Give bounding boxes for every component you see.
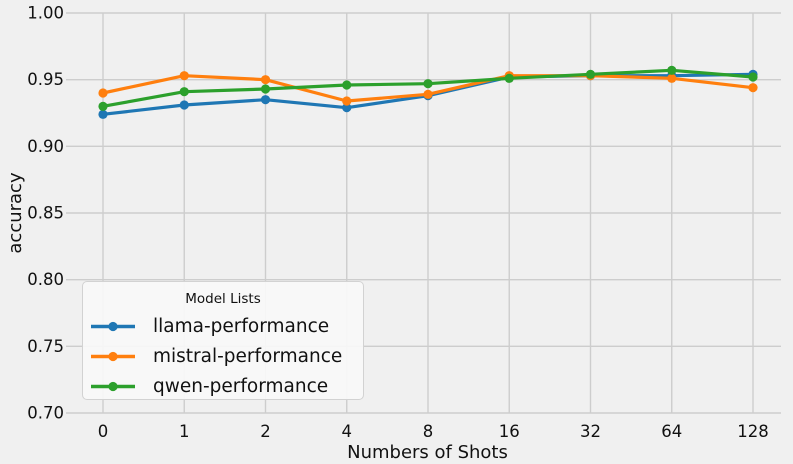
x-tick-label: 8 <box>423 422 434 441</box>
y-tick-label: 1.00 <box>27 4 64 23</box>
y-tick-label: 0.85 <box>27 204 64 223</box>
legend-item-llama: llama-performance <box>83 311 363 341</box>
qwen-line-swatch-icon <box>91 381 135 391</box>
y-tick-label: 0.70 <box>27 404 64 423</box>
legend-item-label: mistral-performance <box>153 345 343 367</box>
legend-title: Model Lists <box>185 291 261 307</box>
mistral-line-swatch-icon <box>91 351 135 361</box>
x-axis-label: Numbers of Shots <box>347 442 508 463</box>
x-tick-label: 32 <box>580 422 601 441</box>
x-tick-label: 2 <box>260 422 271 441</box>
x-tick-label: 0 <box>98 422 109 441</box>
legend-item-label: llama-performance <box>153 315 330 337</box>
data-point-marker-qwen-performance <box>423 79 433 89</box>
data-point-marker-mistral-performance <box>179 71 189 81</box>
data-point-marker-qwen-performance <box>98 101 108 111</box>
legend-item-qwen: qwen-performance <box>83 371 363 401</box>
y-axis-label: accuracy <box>5 172 26 254</box>
data-point-marker-mistral-performance <box>423 89 433 99</box>
y-tick-label: 0.80 <box>27 270 64 289</box>
data-point-marker-llama-performance <box>179 100 189 110</box>
data-point-marker-mistral-performance <box>667 73 677 83</box>
data-point-marker-llama-performance <box>98 109 108 119</box>
data-point-marker-mistral-performance <box>748 83 758 93</box>
legend-item-mistral: mistral-performance <box>83 341 363 371</box>
y-tick-label: 0.90 <box>27 137 64 156</box>
y-tick-label: 0.95 <box>27 70 64 89</box>
data-point-marker-llama-performance <box>260 95 271 105</box>
data-point-marker-llama-performance <box>342 103 352 113</box>
data-point-marker-mistral-performance <box>342 96 352 106</box>
llama-line-swatch-icon <box>91 321 135 331</box>
data-point-marker-mistral-performance <box>98 88 108 98</box>
y-tick-label: 0.75 <box>27 337 64 356</box>
x-tick-label: 4 <box>342 422 353 441</box>
data-point-marker-qwen-performance <box>260 84 271 94</box>
x-tick-label: 64 <box>661 422 682 441</box>
legend: Model Lists llama-performance mistral-pe… <box>82 281 364 400</box>
data-point-marker-qwen-performance <box>585 69 596 79</box>
data-point-marker-qwen-performance <box>179 87 189 97</box>
x-tick-label: 16 <box>499 422 520 441</box>
x-tick-label: 1 <box>179 422 190 441</box>
data-point-marker-qwen-performance <box>667 65 677 75</box>
data-point-marker-mistral-performance <box>260 75 271 85</box>
data-point-marker-qwen-performance <box>748 72 758 82</box>
data-point-marker-qwen-performance <box>342 80 352 90</box>
legend-item-label: qwen-performance <box>153 375 329 397</box>
data-point-marker-qwen-performance <box>504 73 514 83</box>
x-tick-label: 128 <box>737 422 769 441</box>
